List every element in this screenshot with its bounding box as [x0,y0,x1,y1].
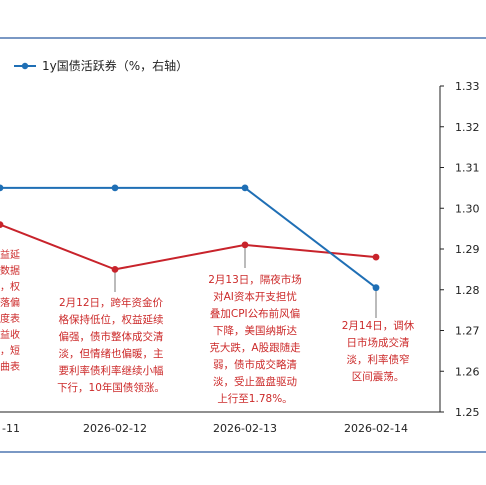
annotation-3: 2月14日，调休 日市场成交清 淡，利率债窄 区间震荡。 [333,318,423,386]
y-tick-label-1: 1.32 [455,121,480,134]
annotation-0: 益延 数据 ，权 落偏 度表 益收 ，短 曲表 [0,248,34,376]
series-0-point-1 [111,266,119,273]
legend-marker [21,62,29,70]
y-tick-label-4: 1.29 [455,243,480,256]
series-0-point-0 [0,221,4,228]
annotation-1: 2月12日，跨年资金价 格保持低位，权益延续 偏强，债市整体成交清 淡，但情绪也… [40,295,182,397]
y-tick-label-7: 1.26 [455,365,480,378]
y-tick-label-6: 1.27 [455,325,480,338]
x-tick-label-1: 2026-02-12 [83,422,147,435]
y-tick-label-2: 1.31 [455,162,480,175]
series-0-point-2 [241,241,249,249]
series-0-point-3 [372,253,380,261]
x-tick-label-0: -11 [2,422,20,435]
legend-label: 1y国债活跃券（%，右轴） [42,58,188,73]
series-1-point-1 [111,184,119,192]
y-tick-label-0: 1.33 [455,80,480,93]
y-tick-label-3: 1.30 [455,202,480,215]
x-tick-label-3: 2026-02-14 [344,422,408,435]
series-line-0 [0,223,377,271]
x-tick-label-2: 2026-02-13 [213,422,277,435]
annotation-2: 2月13日，隔夜市场 对AI资本开支担忧 叠加CPI公布前风偏 下降，美国纳斯达… [190,272,320,408]
y-tick-label-5: 1.28 [455,284,480,297]
series-1-point-0 [0,184,4,192]
series-line-1 [0,186,377,289]
legend: 1y国债活跃券（%，右轴） [14,58,188,73]
series-1-point-2 [241,184,249,192]
y-tick-label-8: 1.25 [455,406,480,419]
series-1-point-3 [372,284,380,292]
